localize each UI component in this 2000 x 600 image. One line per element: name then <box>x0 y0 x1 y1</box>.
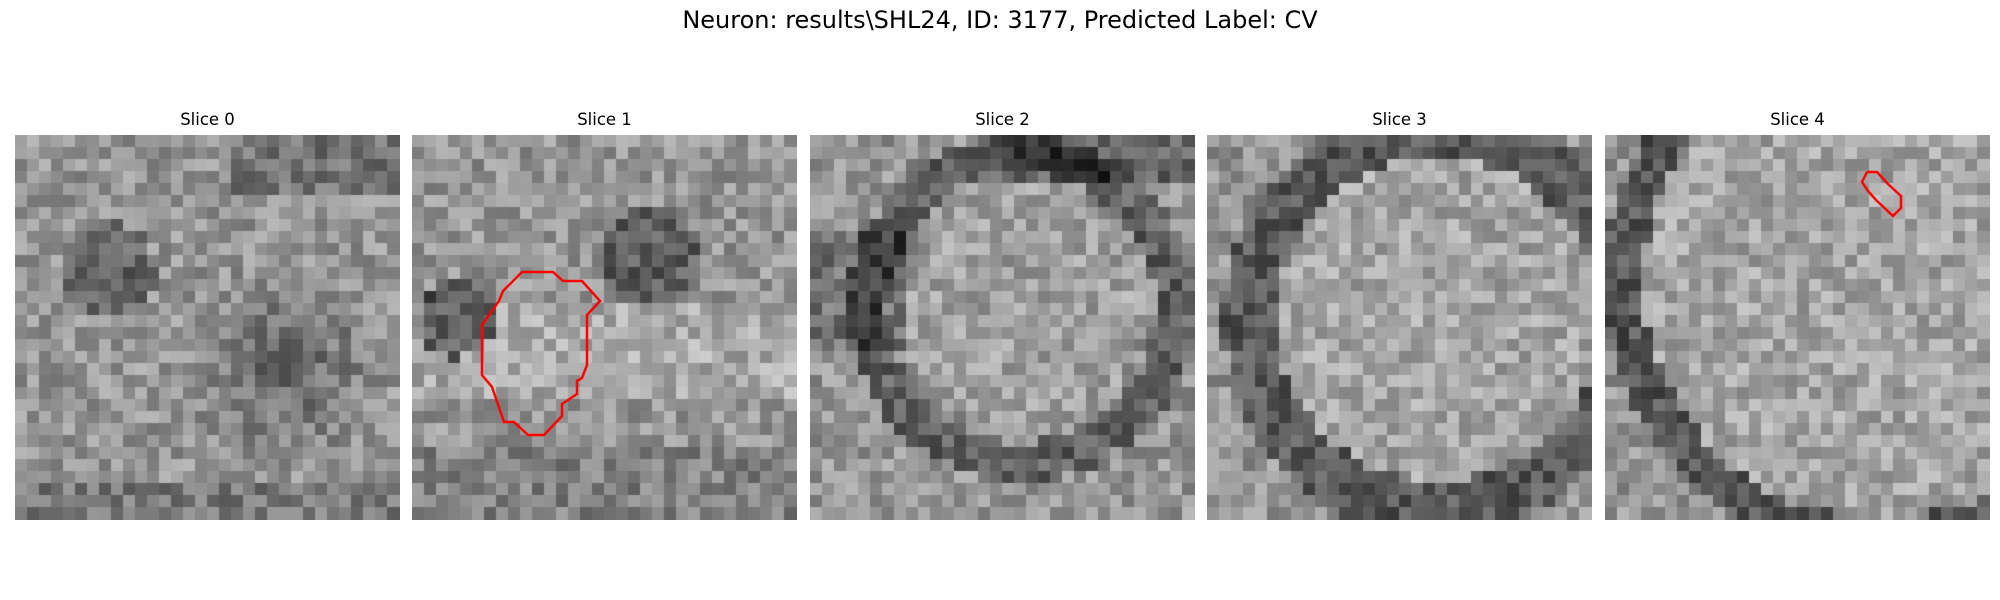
slice-title-1: Slice 1 <box>577 110 632 129</box>
slice-panel-1: Slice 1 <box>412 108 797 520</box>
slice-title-2: Slice 2 <box>975 110 1030 129</box>
slice-image-4 <box>1605 135 1990 520</box>
segmentation-contour-1 <box>480 270 602 437</box>
slice-title-4: Slice 4 <box>1770 110 1825 129</box>
slice-panel-4: Slice 4 <box>1605 108 1990 520</box>
slice-image-0 <box>15 135 400 520</box>
slice-image-1 <box>412 135 797 520</box>
slice-title-3: Slice 3 <box>1372 110 1427 129</box>
figure-title: Neuron: results\SHL24, ID: 3177, Predict… <box>682 6 1318 34</box>
slice-panel-3: Slice 3 <box>1207 108 1592 520</box>
slice-title-0: Slice 0 <box>180 110 235 129</box>
slice-panel-2: Slice 2 <box>810 108 1195 520</box>
slice-panel-0: Slice 0 <box>15 108 400 520</box>
slice-image-2 <box>810 135 1195 520</box>
slice-image-3 <box>1207 135 1592 520</box>
segmentation-contour-4 <box>1860 170 1903 218</box>
